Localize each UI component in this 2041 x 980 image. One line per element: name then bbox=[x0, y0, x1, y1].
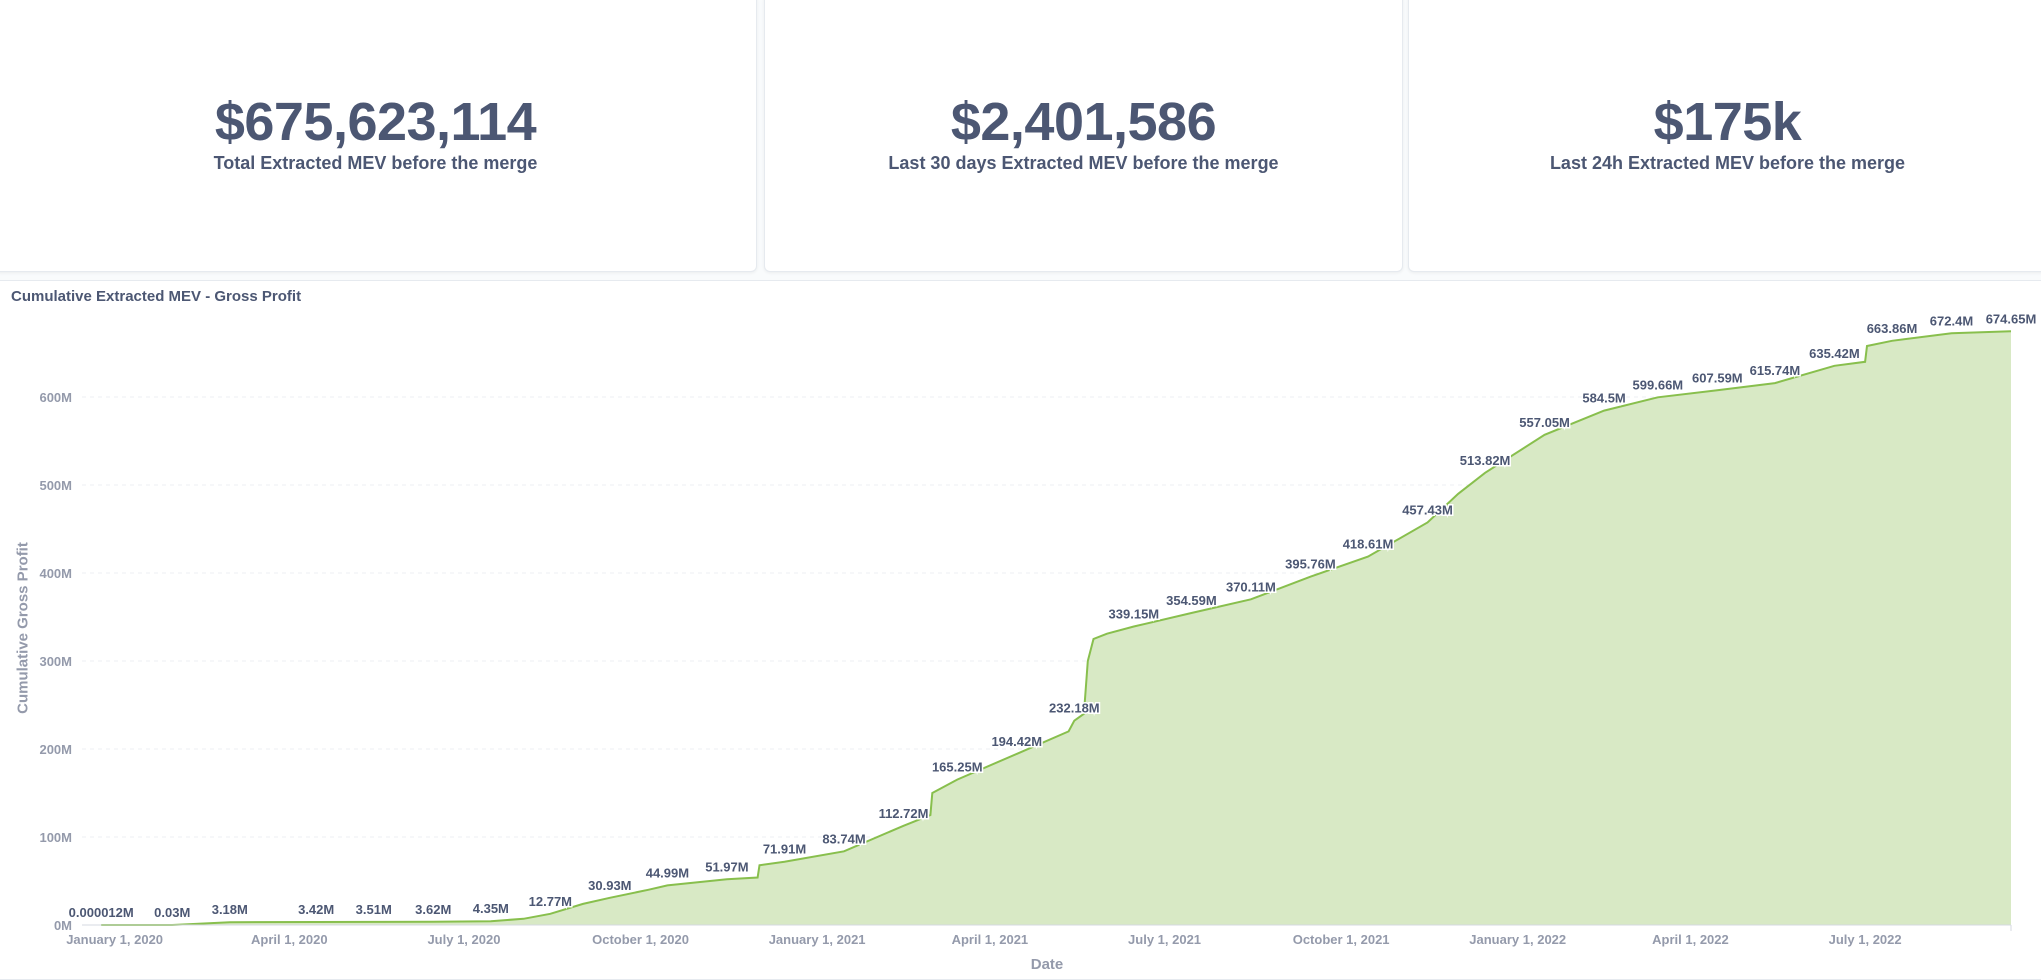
data-label: 112.72M bbox=[879, 806, 929, 821]
scalar-card-total[interactable]: $675,623,114 Total Extracted MEV before … bbox=[0, 0, 757, 272]
data-label: 395.76M bbox=[1285, 557, 1336, 572]
scalar-card-30-days[interactable]: $2,401,586 Last 30 days Extracted MEV be… bbox=[764, 0, 1403, 272]
data-label: 3.42M bbox=[298, 902, 334, 917]
area-fill bbox=[101, 331, 2012, 925]
scalar-label: Total Extracted MEV before the merge bbox=[213, 152, 538, 173]
data-label: 584.5M bbox=[1582, 391, 1625, 406]
data-label: 663.86M bbox=[1867, 321, 1918, 336]
y-tick-label: 400M bbox=[39, 566, 72, 581]
data-label: 3.18M bbox=[212, 902, 248, 917]
x-tick-label: April 1, 2020 bbox=[251, 932, 328, 947]
scalar-card-24h[interactable]: $175k Last 24h Extracted MEV before the … bbox=[1408, 0, 2041, 272]
data-label: 370.11M bbox=[1226, 579, 1276, 594]
x-tick-label: October 1, 2021 bbox=[1293, 932, 1390, 947]
x-tick-label: July 1, 2021 bbox=[1128, 932, 1201, 947]
data-label: 615.74M bbox=[1750, 363, 1801, 378]
data-label: 457.43M bbox=[1402, 502, 1453, 517]
y-tick-label: 100M bbox=[39, 830, 72, 845]
data-label: 71.91M bbox=[763, 842, 806, 857]
x-axis-label: Date bbox=[1030, 956, 1064, 973]
data-label: 339.15M bbox=[1109, 607, 1160, 622]
x-tick-label: April 1, 2021 bbox=[952, 932, 1029, 947]
series-line bbox=[101, 330, 2012, 926]
y-tick-label: 300M bbox=[39, 654, 72, 669]
x-tick-label: October 1, 2020 bbox=[592, 932, 689, 947]
y-tick-label: 500M bbox=[39, 478, 72, 493]
data-label: 194.42M bbox=[991, 734, 1042, 749]
data-label: 599.66M bbox=[1633, 377, 1684, 392]
scalar-label: Last 24h Extracted MEV before the merge bbox=[1549, 152, 1906, 173]
y-tick-label: 200M bbox=[39, 742, 72, 757]
data-label: 635.42M bbox=[1809, 346, 1860, 361]
chart-title[interactable]: Cumulative Extracted MEV - Gross Profit bbox=[11, 288, 302, 305]
scalar-value: $175k bbox=[1653, 91, 1802, 152]
data-label: 165.25M bbox=[932, 760, 983, 775]
x-tick-label: January 1, 2022 bbox=[1469, 932, 1566, 947]
data-label: 51.97M bbox=[705, 859, 748, 874]
scalar-label: Last 30 days Extracted MEV before the me… bbox=[888, 152, 1279, 173]
data-label: 12.77M bbox=[529, 894, 572, 909]
data-label: 30.93M bbox=[588, 878, 631, 893]
data-label: 4.35M bbox=[473, 901, 509, 916]
scalar-cards-row: $675,623,114 Total Extracted MEV before … bbox=[0, 0, 2041, 274]
x-tick-label: July 1, 2020 bbox=[427, 932, 500, 947]
x-tick-label: July 1, 2022 bbox=[1829, 932, 1902, 947]
data-label: 0.03M bbox=[154, 905, 190, 920]
data-label: 672.4M bbox=[1930, 313, 1973, 328]
x-tick-label: January 1, 2021 bbox=[769, 932, 866, 947]
y-tick-label: 600M bbox=[39, 390, 72, 405]
scalar-value: $675,623,114 bbox=[214, 91, 537, 152]
data-label: 557.05M bbox=[1519, 415, 1570, 430]
data-label: 83.74M bbox=[822, 831, 865, 846]
y-tick-label: 0M bbox=[54, 918, 72, 933]
data-label: 3.62M bbox=[415, 902, 451, 917]
x-tick-label: April 1, 2022 bbox=[1652, 932, 1729, 947]
data-label: 418.61M bbox=[1343, 537, 1394, 552]
data-label: 232.18M bbox=[1049, 701, 1100, 716]
data-label: 0.000012M bbox=[69, 905, 134, 920]
x-tick-label: January 1, 2020 bbox=[66, 932, 163, 947]
data-label: 44.99M bbox=[646, 865, 689, 880]
data-label: 607.59M bbox=[1692, 370, 1743, 385]
data-label: 354.59M bbox=[1166, 593, 1217, 608]
data-label: 513.82M bbox=[1460, 453, 1511, 468]
data-label: 674.65M bbox=[1986, 311, 2037, 326]
scalar-value: $2,401,586 bbox=[950, 91, 1217, 152]
data-label: 3.51M bbox=[356, 902, 392, 917]
